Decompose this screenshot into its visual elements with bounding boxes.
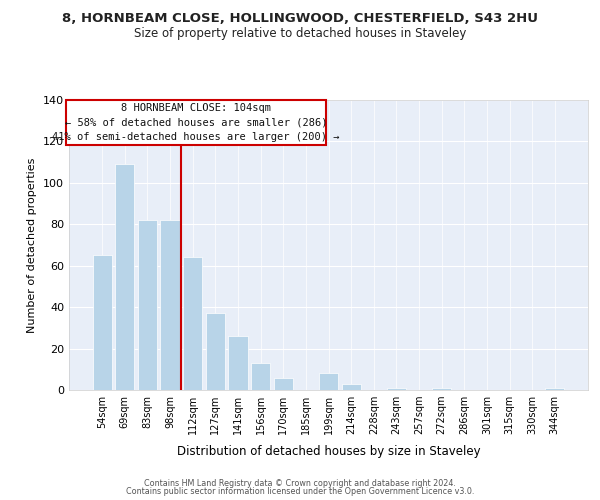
Text: 8 HORNBEAM CLOSE: 104sqm
← 58% of detached houses are smaller (286)
41% of semi-: 8 HORNBEAM CLOSE: 104sqm ← 58% of detach… bbox=[52, 103, 340, 142]
FancyBboxPatch shape bbox=[67, 100, 326, 145]
Text: Size of property relative to detached houses in Staveley: Size of property relative to detached ho… bbox=[134, 28, 466, 40]
Y-axis label: Number of detached properties: Number of detached properties bbox=[28, 158, 37, 332]
Bar bbox=[115, 164, 134, 390]
Text: Contains HM Land Registry data © Crown copyright and database right 2024.: Contains HM Land Registry data © Crown c… bbox=[144, 478, 456, 488]
Bar bbox=[341, 384, 361, 390]
Text: 8, HORNBEAM CLOSE, HOLLINGWOOD, CHESTERFIELD, S43 2HU: 8, HORNBEAM CLOSE, HOLLINGWOOD, CHESTERF… bbox=[62, 12, 538, 26]
Bar bbox=[319, 374, 338, 390]
Bar bbox=[138, 220, 157, 390]
Bar bbox=[160, 220, 180, 390]
Text: Contains public sector information licensed under the Open Government Licence v3: Contains public sector information licen… bbox=[126, 487, 474, 496]
Bar bbox=[92, 256, 112, 390]
Bar bbox=[183, 258, 202, 390]
X-axis label: Distribution of detached houses by size in Staveley: Distribution of detached houses by size … bbox=[176, 446, 481, 458]
Bar bbox=[387, 388, 406, 390]
Bar bbox=[229, 336, 248, 390]
Bar bbox=[251, 363, 270, 390]
Bar bbox=[545, 388, 565, 390]
Bar bbox=[432, 388, 451, 390]
Bar bbox=[206, 314, 225, 390]
Bar bbox=[274, 378, 293, 390]
